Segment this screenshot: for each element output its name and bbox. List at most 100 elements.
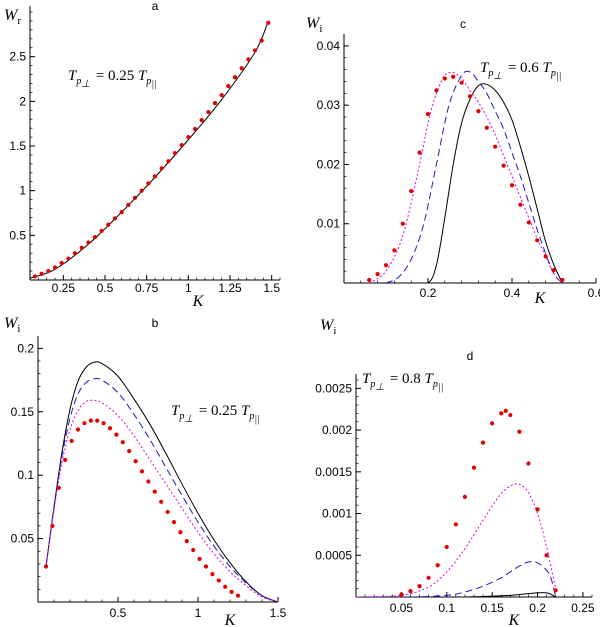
data-point [95,418,100,423]
data-point [178,530,183,535]
data-point [210,571,215,577]
data-point [69,438,74,444]
series-group [367,70,565,283]
data-point [239,66,244,71]
x-tick-label: 0.5 [97,281,114,295]
y-tick-label: 0.2 [17,341,34,355]
series-blue-dashed [356,561,557,597]
data-point [266,20,271,25]
data-point [92,235,98,240]
data-point [152,489,157,494]
panel-letter: b [152,316,159,330]
x-tick-label: 0.1 [438,601,455,615]
data-point [462,494,468,499]
x-tick-label: 0.25 [52,281,76,295]
data-point [467,94,473,99]
x-tick-label: 1.5 [263,281,280,295]
data-point [114,432,119,437]
series-magenta-dotted [45,399,279,602]
y-tick-label: 2 [19,94,26,108]
data-point [508,412,513,418]
data-point [99,228,104,233]
data-point [186,134,191,140]
data-point [127,448,132,454]
data-point [232,75,238,80]
y-tick-label: 0.001 [322,507,352,521]
data-point [442,76,447,81]
data-point [146,181,151,186]
x-tick-label: 0.25 [571,601,595,615]
data-point [501,163,506,168]
temperature-ratio-annotation: Tp⊥ = 0.8 Tp|| [362,371,443,393]
data-point [192,126,198,132]
series-group [30,20,271,279]
temperature-ratio-annotation: Tp⊥ = 0.25 Tp|| [171,403,260,425]
x-tick-label: 0.6 [588,286,600,300]
data-point [526,461,531,466]
data-point [426,575,431,580]
panel-c: 0.2 0.4 0.6 0.01 0.02 0.03 0.04 c Wi K Tp⊥ = 0.6 T… [306,15,600,307]
data-point [75,427,81,432]
x-tick-label: 0.05 [390,601,414,615]
data-point [223,584,228,589]
y-axis-label: Wi [4,315,20,335]
data-point [434,88,439,93]
data-point [526,220,531,225]
data-point [88,418,93,423]
panel-letter: d [467,349,474,363]
data-point [159,166,164,171]
data-point [165,509,170,515]
data-point [79,245,84,250]
data-point [459,80,464,85]
data-point [499,411,504,416]
data-point [417,584,422,589]
data-point [72,251,78,256]
y-tick-label: 0.03 [317,98,341,112]
data-point [229,589,234,594]
data-point [471,465,477,470]
data-point [203,564,209,569]
axes-b: 0.5 1 1.5 0.05 0.1 0.15 0.2 [11,336,287,620]
x-tick-label: 0.4 [504,286,521,300]
y-tick-label: 0.0015 [315,465,352,479]
y-tick-label: 0.5 [9,228,26,242]
data-point [146,479,151,484]
data-point [184,539,189,544]
data-point [212,101,218,106]
data-point [106,222,111,227]
series-red-points [43,418,241,598]
data-point [50,523,55,529]
data-point [172,151,178,156]
y-tick-label: 1 [19,184,26,198]
data-point [52,265,58,270]
x-axis-label: K [192,293,205,310]
axes-a: 0.25 0.5 0.75 1 1.25 1.5 0.5 1 1.5 2 2.5 [9,6,281,295]
data-point [66,256,71,261]
series-red-points [399,408,558,597]
data-point [39,271,44,276]
data-point [490,421,495,426]
data-point [259,38,264,43]
data-point [191,547,196,553]
data-point [112,216,118,221]
y-tick-label: 0.01 [317,217,341,231]
data-point [206,109,211,115]
series-group [43,361,279,602]
data-point [82,421,87,426]
data-point [219,92,224,98]
y-axis-label: Wi [306,15,322,35]
y-tick-label: 0.02 [317,157,341,171]
data-point [119,210,124,215]
data-point [518,202,523,207]
data-point [139,188,144,193]
panel-letter: a [152,0,159,13]
y-axis-label: Wi [320,317,336,337]
temperature-ratio-annotation: Tp⊥ = 0.6 Tp|| [480,60,561,82]
data-point [444,544,449,550]
series-blue-dashed [45,377,279,602]
axes-c: 0.2 0.4 0.6 0.01 0.02 0.03 0.04 [317,34,600,300]
data-point [43,564,49,569]
data-point [453,522,458,527]
data-point [560,277,565,283]
y-tick-label: 1.5 [9,139,26,153]
